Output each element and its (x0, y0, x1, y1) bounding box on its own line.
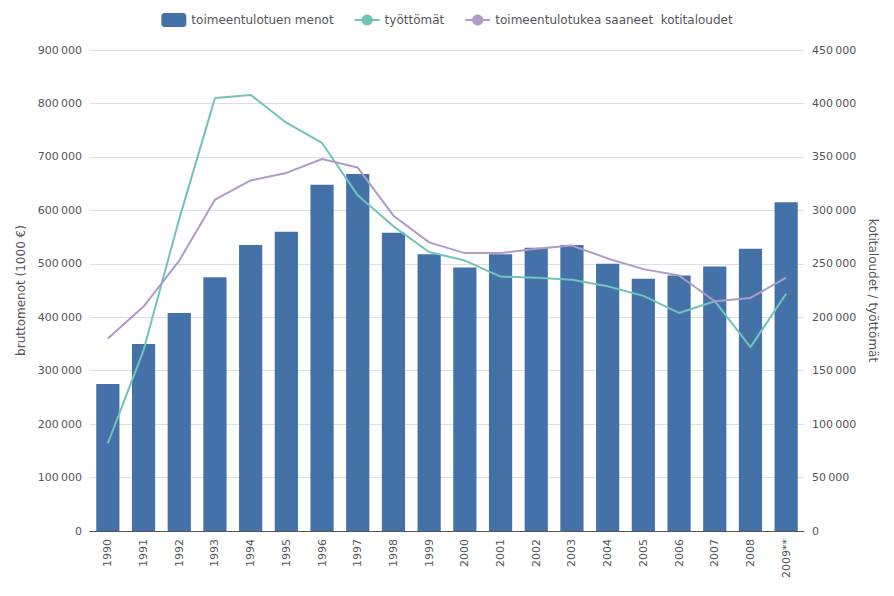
svg-text:1991: 1991 (137, 539, 150, 567)
svg-text:1990: 1990 (101, 539, 114, 567)
svg-text:1998: 1998 (387, 539, 400, 567)
svg-text:200 000: 200 000 (38, 418, 82, 431)
svg-text:2003: 2003 (565, 539, 578, 567)
svg-text:0: 0 (812, 525, 819, 538)
svg-text:500 000: 500 000 (38, 257, 82, 270)
svg-text:1992: 1992 (173, 539, 186, 567)
svg-text:300 000: 300 000 (812, 204, 856, 217)
svg-text:50 000: 50 000 (812, 471, 849, 484)
svg-text:400 000: 400 000 (812, 97, 856, 110)
svg-text:2004: 2004 (601, 539, 614, 567)
svg-text:kotitaloudet / työttömät: kotitaloudet / työttömät (866, 219, 880, 363)
svg-text:1999: 1999 (423, 539, 436, 567)
svg-text:2000: 2000 (458, 539, 471, 567)
svg-text:150 000: 150 000 (812, 364, 856, 377)
svg-text:100 000: 100 000 (812, 418, 856, 431)
svg-text:2008: 2008 (744, 539, 757, 567)
svg-text:600 000: 600 000 (38, 204, 82, 217)
svg-text:200 000: 200 000 (812, 311, 856, 324)
svg-text:800 000: 800 000 (38, 97, 82, 110)
svg-text:2007: 2007 (708, 539, 721, 567)
svg-text:250 000: 250 000 (812, 257, 856, 270)
svg-text:1997: 1997 (351, 539, 364, 567)
svg-text:2005: 2005 (637, 539, 650, 567)
svg-text:2001: 2001 (494, 539, 507, 567)
svg-text:100 000: 100 000 (38, 471, 82, 484)
svg-text:1995: 1995 (280, 539, 293, 567)
svg-text:työttömät: työttömät (385, 13, 445, 27)
svg-text:1996: 1996 (316, 539, 329, 567)
svg-text:300 000: 300 000 (38, 364, 82, 377)
svg-text:900 000: 900 000 (38, 44, 82, 57)
svg-text:2009**: 2009** (780, 539, 793, 578)
svg-text:bruttomenot (1000 €): bruttomenot (1000 €) (14, 225, 28, 356)
svg-text:1994: 1994 (244, 539, 257, 567)
svg-text:1993: 1993 (208, 539, 221, 567)
svg-text:2002: 2002 (530, 539, 543, 567)
svg-text:toimeentulotuen menot: toimeentulotuen menot (191, 13, 334, 27)
svg-text:350 000: 350 000 (812, 150, 856, 163)
svg-text:450 000: 450 000 (812, 44, 856, 57)
svg-text:0: 0 (75, 525, 82, 538)
svg-text:400 000: 400 000 (38, 311, 82, 324)
svg-text:700 000: 700 000 (38, 150, 82, 163)
svg-text:2006: 2006 (673, 539, 686, 567)
svg-text:toimeentulotukea saaneet koti: toimeentulotukea saaneet kotitaloudet (495, 13, 733, 27)
